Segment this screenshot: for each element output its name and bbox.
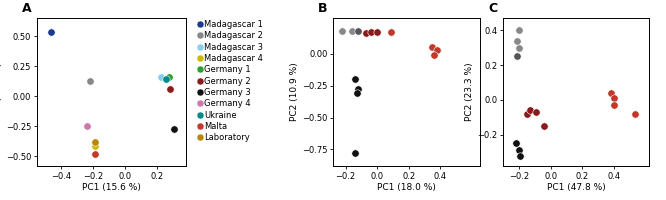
Point xyxy=(350,78,360,81)
Point xyxy=(609,96,619,100)
Point xyxy=(513,46,524,49)
Point xyxy=(351,92,362,95)
Point xyxy=(386,30,397,34)
Point xyxy=(512,55,523,58)
Y-axis label: PC2 (12.2 %): PC2 (12.2 %) xyxy=(0,63,3,121)
Point xyxy=(89,152,100,156)
Point xyxy=(361,32,372,35)
X-axis label: PC1 (18.0 %): PC1 (18.0 %) xyxy=(377,183,436,192)
Point xyxy=(89,144,100,147)
X-axis label: PC1 (15.6 %): PC1 (15.6 %) xyxy=(82,183,141,192)
Point xyxy=(46,31,57,34)
Text: C: C xyxy=(488,2,498,15)
Legend: Madagascar 1, Madagascar 2, Madagascar 3, Madagascar 4, Germany 1, Germany 2, Ge: Madagascar 1, Madagascar 2, Madagascar 3… xyxy=(196,19,264,143)
Point xyxy=(513,29,524,32)
Point xyxy=(168,127,179,130)
Point xyxy=(81,125,92,128)
Point xyxy=(525,109,535,112)
Point xyxy=(512,39,523,42)
Point xyxy=(513,149,524,152)
Point xyxy=(161,78,171,81)
Point xyxy=(372,30,382,34)
Point xyxy=(606,91,617,94)
Point xyxy=(515,154,525,157)
Point xyxy=(428,53,439,57)
Point xyxy=(366,30,376,34)
Text: A: A xyxy=(21,2,31,15)
Point xyxy=(609,103,619,107)
Text: B: B xyxy=(318,2,328,15)
Point xyxy=(90,140,101,144)
Point xyxy=(531,110,541,114)
Y-axis label: PC2 (23.3 %): PC2 (23.3 %) xyxy=(466,63,474,121)
Point xyxy=(427,46,438,49)
Point xyxy=(165,87,176,91)
Point xyxy=(163,75,174,79)
Point xyxy=(155,75,166,79)
Point xyxy=(510,142,521,145)
Point xyxy=(353,88,364,91)
Point xyxy=(346,29,357,32)
Point xyxy=(350,152,360,155)
Point xyxy=(337,29,348,32)
Point xyxy=(521,112,532,115)
Point xyxy=(539,124,549,128)
Point xyxy=(432,48,442,51)
Point xyxy=(85,79,95,82)
Point xyxy=(353,29,364,32)
Y-axis label: PC2 (10.9 %): PC2 (10.9 %) xyxy=(290,63,299,121)
X-axis label: PC1 (47.8 %): PC1 (47.8 %) xyxy=(547,183,605,192)
Point xyxy=(629,112,640,115)
